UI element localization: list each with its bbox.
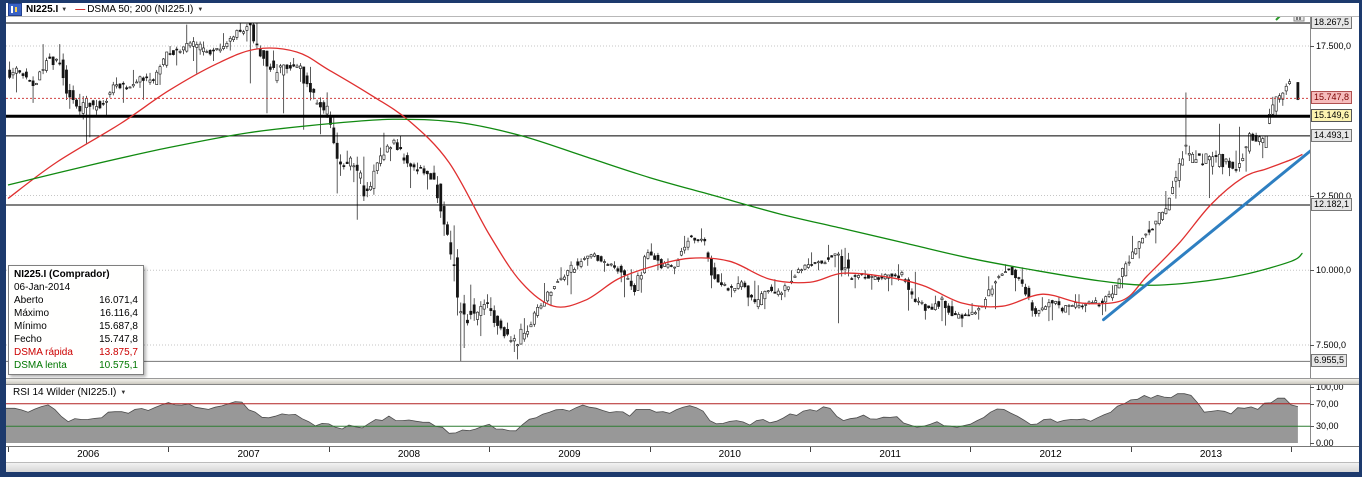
price-marker-label[interactable]: 15.149,6 [1311,109,1353,123]
year-tick [1130,447,1132,452]
tooltip-row-ma-fast: DSMA rápida 13.875,7 [14,347,138,358]
price-scale-tick [1310,46,1314,47]
price-scale-label: 12.500,0 [1316,190,1352,201]
instrument-selector[interactable]: NI225.I ▼ [26,4,67,15]
rsi-scale-label: 70,00 [1316,398,1339,409]
panel-splitter[interactable] [6,378,1359,385]
year-label: 2006 [77,449,100,460]
window-frame-left [0,0,6,477]
price-scale-label: 17.500,0 [1316,41,1352,51]
tooltip-row-open: Aberto 16.071,4 [14,295,138,306]
price-scale-tick [1310,345,1314,347]
year-label: 2010 [718,449,741,460]
time-axis [6,446,1359,462]
rsi-indicator-selector[interactable]: RSI 14 Wilder (NI225.I) ▼ [10,387,130,398]
price-marker-label[interactable]: 6.955,5 [1311,354,1348,368]
price-scale-label: 7.500,0 [1316,340,1347,351]
indicator-label: DSMA 50; 200 (NI225.I) [87,4,194,15]
price-marker-label[interactable]: 12.182,1 [1311,198,1353,212]
rsi-chart-canvas[interactable] [6,385,1310,446]
rsi-scale-label: 30,00 [1316,421,1339,432]
year-tick [489,447,491,452]
ma-slow-line [7,118,1303,286]
price-scale-tick [1310,270,1314,272]
price-axis [1310,3,1359,446]
year-tick [328,447,330,452]
gridlines [6,45,1310,346]
rsi-scale-label: 100,00 [1316,382,1344,392]
rsi-scale-tick [1310,403,1314,405]
horizontal-line-annotations[interactable] [6,22,1310,362]
year-label: 2011 [879,449,901,460]
rsi-scale-tick [1310,443,1314,444]
tooltip-row-close: Fecho 15.747,8 [14,334,138,345]
price-scale-label: 10.000,0 [1316,265,1352,276]
price-scale-tick [1310,195,1314,197]
year-tick [649,447,651,452]
year-tick [810,447,811,452]
year-label: 2008 [397,449,421,460]
price-marker-label[interactable]: 18.267,5 [1311,16,1353,30]
year-tick [1291,447,1293,452]
year-label: 2012 [1039,449,1062,460]
price-marker-label[interactable]: 15.747,8 [1311,91,1353,105]
rsi-area [6,393,1298,443]
tooltip-row-low: Mínimo 15.687,8 [14,321,138,332]
tooltip-row-high: Máximo 16.116,4 [14,308,138,319]
price-chart-canvas[interactable] [6,17,1310,378]
year-label: 2013 [1199,449,1223,460]
window-frame-right [1359,0,1362,477]
instrument-icon [8,3,22,16]
rsi-scale-tick [1310,387,1314,388]
tooltip-date: 06-Jan-2014 [14,282,71,293]
ma-fast-line [7,47,1303,308]
year-tick [8,447,9,452]
instrument-label: NI225.I [26,4,59,15]
chevron-down-icon: ▼ [61,6,68,13]
ma-legend-dash-icon: — [75,4,85,15]
chevron-down-icon: ▼ [197,6,204,13]
year-tick [970,447,972,452]
ohlc-tooltip: NI225.I (Comprador) 06-Jan-2014 Aberto 16… [8,265,144,375]
chevron-down-icon: ▼ [120,389,127,396]
indicator-selector[interactable]: — DSMA 50; 200 (NI225.I) ▼ [75,4,203,15]
year-tick [168,447,170,452]
price-marker-label[interactable]: 14.493,1 [1311,128,1353,142]
rsi-scale-label: 0,00 [1316,438,1334,448]
tooltip-title: NI225.I (Comprador) [14,269,110,280]
chart-toolbar: NI225.I ▼ — DSMA 50; 200 (NI225.I) ▼ [6,3,1359,17]
horizontal-scrollbar[interactable] [6,462,1359,472]
rsi-scale-tick [1310,426,1314,428]
window-frame-top [0,0,1362,3]
rsi-line [6,393,1298,434]
window-frame-bottom [0,472,1362,477]
tooltip-row-ma-slow: DSMA lenta 10.575,1 [14,360,138,371]
candles-group [8,22,1300,362]
year-label: 2007 [237,449,260,460]
trend-line[interactable] [1102,127,1310,322]
year-label: 2009 [558,449,581,460]
rsi-title: RSI 14 Wilder (NI225.I) [13,387,117,398]
